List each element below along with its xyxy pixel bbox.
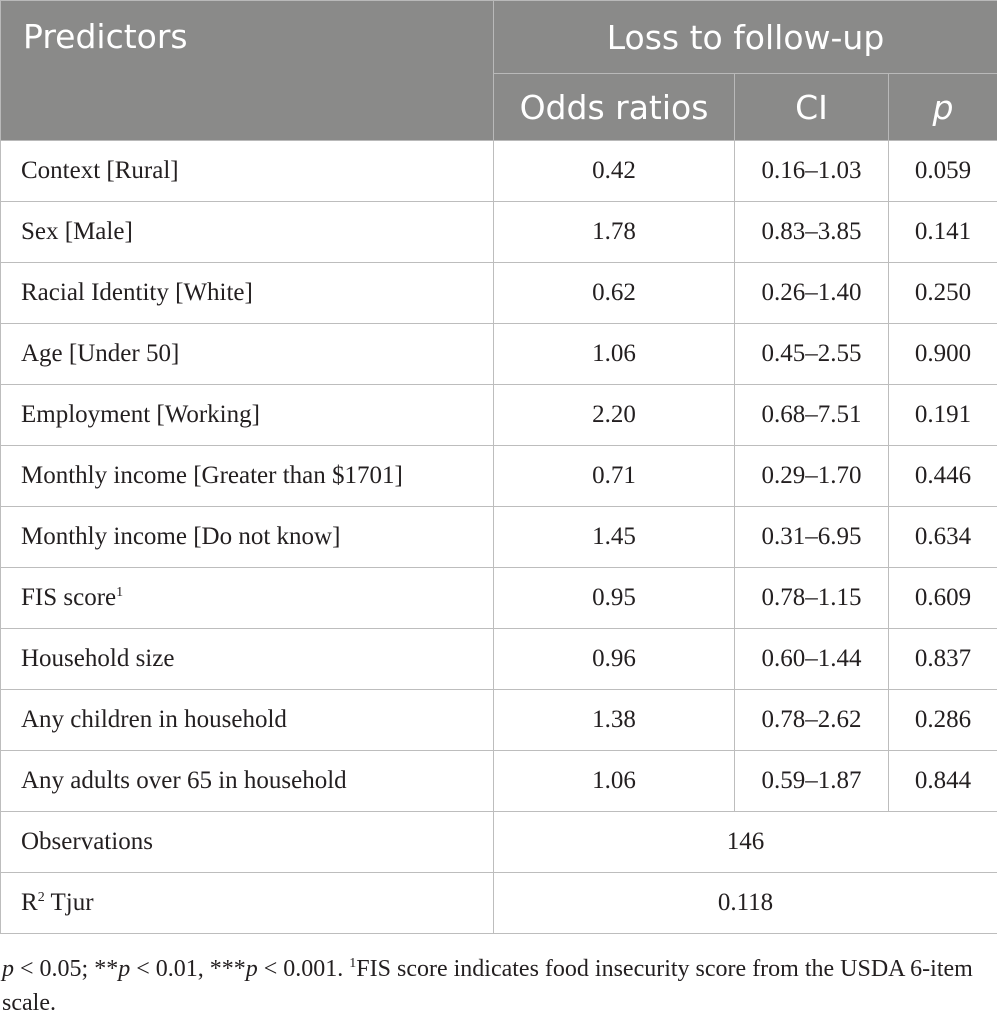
p-value-cell: 0.844 bbox=[887, 750, 997, 812]
footnote-text: < 0.01, *** bbox=[130, 956, 246, 982]
row-label: Household size bbox=[0, 628, 494, 690]
table-row: Context [Rural] 0.42 0.16–1.03 0.059 bbox=[0, 140, 997, 202]
p-value-cell: 0.141 bbox=[887, 201, 997, 263]
observations-value: 146 bbox=[492, 811, 997, 873]
odds-ratio-cell: 0.71 bbox=[493, 445, 735, 507]
p-value-cell: 0.446 bbox=[887, 445, 997, 507]
table-row: Any adults over 65 in household 1.06 0.5… bbox=[0, 750, 997, 812]
odds-ratio-cell: 1.45 bbox=[493, 506, 735, 568]
table-row: Sex [Male] 1.78 0.83–3.85 0.141 bbox=[0, 201, 997, 263]
r2-value: 0.118 bbox=[492, 872, 997, 934]
ci-cell: 0.59–1.87 bbox=[734, 750, 889, 812]
ci-cell: 0.78–1.15 bbox=[734, 567, 889, 629]
table-row: Any children in household 1.38 0.78–2.62… bbox=[0, 689, 997, 751]
p-value-cell: 0.250 bbox=[887, 262, 997, 324]
odds-ratio-cell: 1.06 bbox=[493, 323, 735, 385]
odds-ratio-cell: 1.78 bbox=[493, 201, 735, 263]
header-p: p bbox=[887, 73, 997, 141]
footnote-p-symbol: p bbox=[2, 956, 14, 982]
table-row: FIS score1 0.95 0.78–1.15 0.609 bbox=[0, 567, 997, 629]
row-label-text: FIS score bbox=[21, 584, 117, 611]
row-label: Age [Under 50] bbox=[0, 323, 494, 385]
r2-prefix: R bbox=[21, 889, 38, 916]
row-label: Monthly income [Do not know] bbox=[0, 506, 494, 568]
table-footnote: p < 0.05; **p < 0.01, ***p < 0.001. 1FIS… bbox=[2, 952, 992, 1020]
ci-cell: 0.45–2.55 bbox=[734, 323, 889, 385]
header-predictors: Predictors bbox=[0, 0, 494, 141]
table-body: Context [Rural] 0.42 0.16–1.03 0.059 Sex… bbox=[0, 140, 997, 934]
r2-suffix: Tjur bbox=[44, 889, 94, 916]
ci-cell: 0.16–1.03 bbox=[734, 140, 889, 202]
p-value-cell: 0.191 bbox=[887, 384, 997, 446]
footnote-marker: 1 bbox=[349, 956, 357, 971]
row-label-fis: FIS score1 bbox=[0, 567, 494, 629]
ci-cell: 0.68–7.51 bbox=[734, 384, 889, 446]
header-ci: CI bbox=[734, 73, 889, 141]
table-row: Household size 0.96 0.60–1.44 0.837 bbox=[0, 628, 997, 690]
footnote-text: < 0.001. bbox=[257, 956, 350, 982]
p-value-cell: 0.609 bbox=[887, 567, 997, 629]
row-label: Context [Rural] bbox=[0, 140, 494, 202]
footnote-p-symbol: p bbox=[245, 956, 258, 982]
row-label: Sex [Male] bbox=[0, 201, 494, 263]
r2-superscript: 2 bbox=[37, 890, 45, 905]
footnote-marker: 1 bbox=[116, 585, 124, 600]
ci-cell: 0.83–3.85 bbox=[734, 201, 889, 263]
table-row: Racial Identity [White] 0.62 0.26–1.40 0… bbox=[0, 262, 997, 324]
row-label: Any children in household bbox=[0, 689, 494, 751]
header-odds-ratios: Odds ratios bbox=[493, 73, 735, 141]
table-row: Employment [Working] 2.20 0.68–7.51 0.19… bbox=[0, 384, 997, 446]
r2-row: R2 Tjur 0.118 bbox=[0, 872, 997, 934]
odds-ratio-cell: 0.62 bbox=[493, 262, 735, 324]
footnote-text: < 0.05; ** bbox=[14, 956, 119, 982]
row-label: Monthly income [Greater than $1701] bbox=[0, 445, 494, 507]
p-value-cell: 0.837 bbox=[887, 628, 997, 690]
results-table-container: Predictors Loss to follow-up Odds ratios… bbox=[0, 0, 997, 934]
row-label: Racial Identity [White] bbox=[0, 262, 494, 324]
header-loss-to-follow-up: Loss to follow-up bbox=[492, 0, 997, 74]
p-value-cell: 0.634 bbox=[887, 506, 997, 568]
table-row: Age [Under 50] 1.06 0.45–2.55 0.900 bbox=[0, 323, 997, 385]
odds-ratio-cell: 0.95 bbox=[493, 567, 735, 629]
row-label: Any adults over 65 in household bbox=[0, 750, 494, 812]
observations-label: Observations bbox=[0, 811, 494, 873]
ci-cell: 0.78–2.62 bbox=[734, 689, 889, 751]
p-value-cell: 0.059 bbox=[887, 140, 997, 202]
odds-ratio-cell: 2.20 bbox=[493, 384, 735, 446]
ci-cell: 0.26–1.40 bbox=[734, 262, 889, 324]
p-value-cell: 0.900 bbox=[887, 323, 997, 385]
footnote-text: FIS score indicates food insecurity scor… bbox=[2, 956, 973, 1016]
odds-ratio-cell: 1.38 bbox=[493, 689, 735, 751]
observations-row: Observations 146 bbox=[0, 811, 997, 873]
r2-label: R2 Tjur bbox=[0, 872, 494, 934]
table-header: Predictors Loss to follow-up Odds ratios… bbox=[0, 0, 997, 141]
ci-cell: 0.29–1.70 bbox=[734, 445, 889, 507]
ci-cell: 0.60–1.44 bbox=[734, 628, 889, 690]
odds-ratio-cell: 0.42 bbox=[493, 140, 735, 202]
odds-ratio-cell: 0.96 bbox=[493, 628, 735, 690]
p-value-cell: 0.286 bbox=[887, 689, 997, 751]
odds-ratio-cell: 1.06 bbox=[493, 750, 735, 812]
row-label: Employment [Working] bbox=[0, 384, 494, 446]
regression-table: Predictors Loss to follow-up Odds ratios… bbox=[0, 0, 997, 934]
table-row: Monthly income [Greater than $1701] 0.71… bbox=[0, 445, 997, 507]
footnote-p-symbol: p bbox=[118, 956, 131, 982]
ci-cell: 0.31–6.95 bbox=[734, 506, 889, 568]
table-row: Monthly income [Do not know] 1.45 0.31–6… bbox=[0, 506, 997, 568]
